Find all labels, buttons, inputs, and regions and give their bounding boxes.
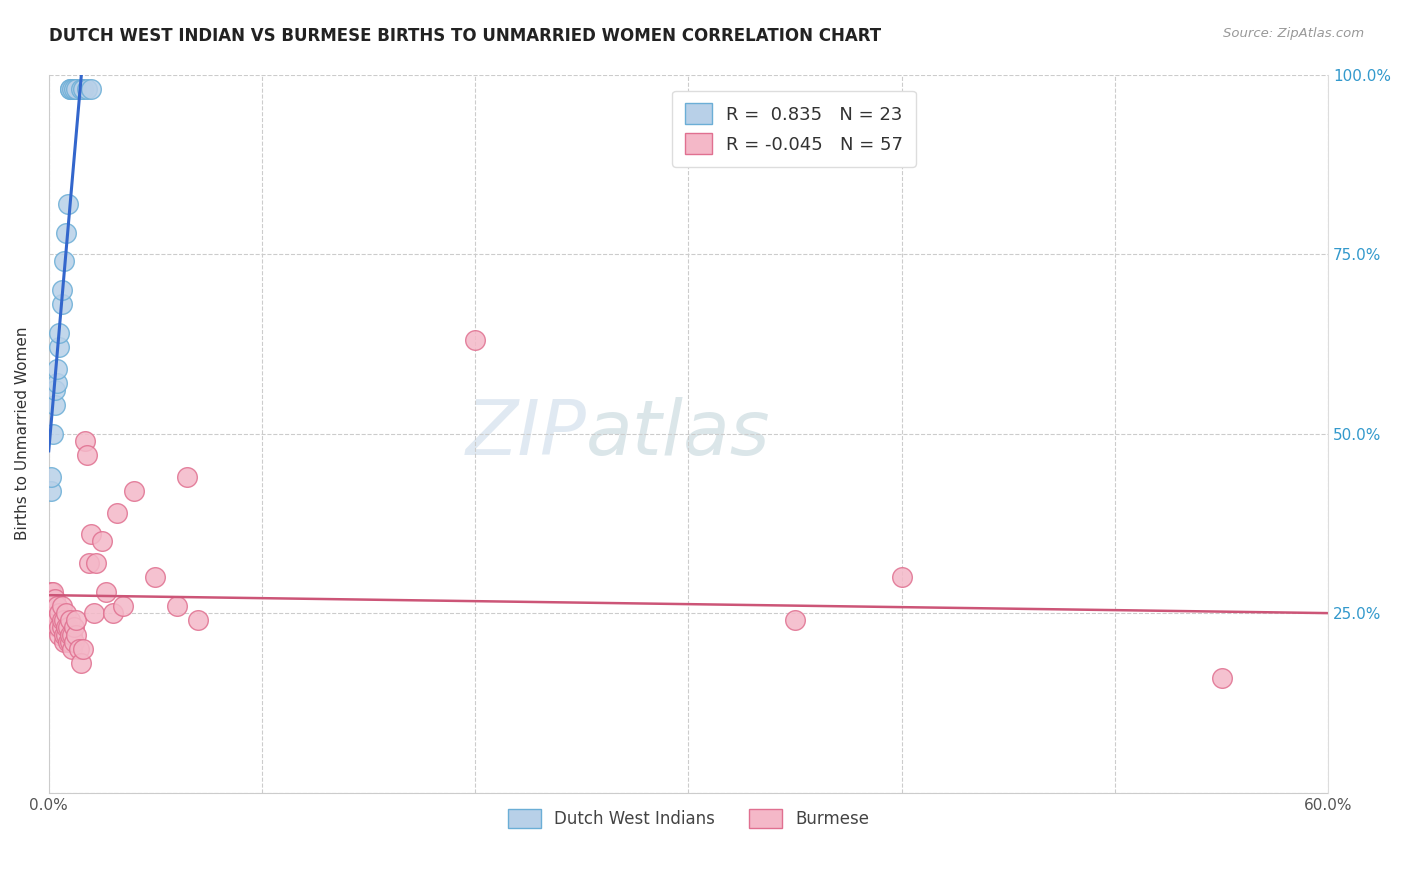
- Point: [59, 628, 82, 642]
- Point: [1211, 671, 1233, 685]
- Point: [44, 384, 66, 398]
- Point: [44, 591, 66, 606]
- Point: [72, 82, 94, 96]
- Point: [72, 642, 94, 657]
- Point: [65, 613, 87, 627]
- Point: [76, 448, 98, 462]
- Point: [73, 434, 96, 448]
- Point: [51, 613, 73, 627]
- Point: [55, 628, 77, 642]
- Point: [83, 606, 105, 620]
- Point: [52, 613, 75, 627]
- Point: [60, 628, 83, 642]
- Point: [52, 628, 75, 642]
- Point: [166, 599, 188, 613]
- Point: [56, 635, 79, 649]
- Point: [890, 570, 912, 584]
- Point: [69, 82, 91, 96]
- Point: [51, 283, 73, 297]
- Point: [67, 642, 90, 657]
- Point: [60, 642, 83, 657]
- Point: [56, 196, 79, 211]
- Point: [76, 82, 98, 96]
- Point: [77, 556, 100, 570]
- Point: [48, 340, 70, 354]
- Point: [105, 506, 128, 520]
- Point: [84, 556, 107, 570]
- Text: Source: ZipAtlas.com: Source: ZipAtlas.com: [1223, 27, 1364, 40]
- Point: [51, 599, 73, 613]
- Point: [69, 657, 91, 671]
- Point: [80, 527, 103, 541]
- Point: [42, 426, 65, 441]
- Point: [783, 613, 806, 627]
- Text: DUTCH WEST INDIAN VS BURMESE BIRTHS TO UNMARRIED WOMEN CORRELATION CHART: DUTCH WEST INDIAN VS BURMESE BIRTHS TO U…: [49, 27, 882, 45]
- Point: [145, 570, 167, 584]
- Point: [101, 606, 124, 620]
- Point: [63, 82, 86, 96]
- Point: [56, 620, 79, 634]
- Point: [46, 362, 69, 376]
- Point: [44, 606, 66, 620]
- Point: [48, 628, 70, 642]
- Point: [44, 613, 66, 627]
- Point: [55, 606, 77, 620]
- Point: [46, 620, 69, 634]
- Point: [65, 82, 87, 96]
- Point: [39, 591, 62, 606]
- Point: [46, 376, 69, 391]
- Point: [51, 620, 73, 634]
- Text: ZIP: ZIP: [465, 397, 586, 471]
- Point: [52, 635, 75, 649]
- Point: [42, 584, 65, 599]
- Point: [80, 82, 103, 96]
- Point: [464, 333, 486, 347]
- Point: [65, 628, 87, 642]
- Point: [59, 635, 82, 649]
- Point: [55, 620, 77, 634]
- Point: [60, 82, 83, 96]
- Point: [46, 613, 69, 627]
- Legend: Dutch West Indians, Burmese: Dutch West Indians, Burmese: [501, 802, 876, 835]
- Point: [55, 226, 77, 240]
- Point: [91, 534, 114, 549]
- Point: [51, 297, 73, 311]
- Point: [46, 599, 69, 613]
- Point: [39, 584, 62, 599]
- Point: [42, 591, 65, 606]
- Point: [59, 82, 82, 96]
- Point: [42, 599, 65, 613]
- Point: [96, 584, 118, 599]
- Y-axis label: Births to Unmarried Women: Births to Unmarried Women: [15, 326, 30, 541]
- Point: [187, 613, 209, 627]
- Point: [176, 469, 198, 483]
- Point: [63, 620, 86, 634]
- Point: [44, 398, 66, 412]
- Point: [48, 606, 70, 620]
- Point: [59, 82, 82, 96]
- Text: atlas: atlas: [586, 397, 770, 471]
- Point: [63, 635, 86, 649]
- Point: [112, 599, 135, 613]
- Point: [52, 254, 75, 268]
- Point: [48, 620, 70, 634]
- Point: [122, 483, 145, 498]
- Point: [59, 613, 82, 627]
- Point: [39, 469, 62, 483]
- Point: [48, 326, 70, 340]
- Point: [39, 483, 62, 498]
